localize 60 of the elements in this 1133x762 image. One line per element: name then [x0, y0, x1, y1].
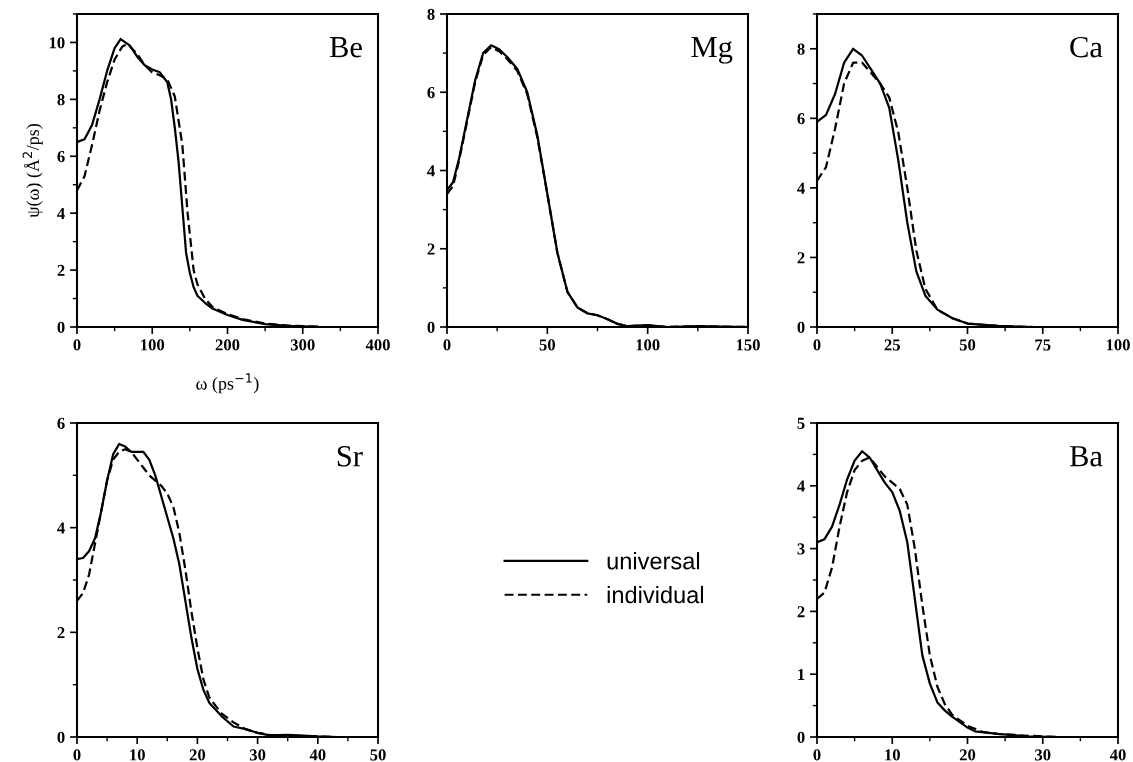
x-tick-label: 100 — [1106, 339, 1130, 351]
x-tick-label: 30 — [1035, 749, 1051, 761]
x-tick-label: 100 — [636, 339, 660, 351]
x-tick-label: 40 — [309, 749, 326, 761]
x-tick-label: 40 — [1109, 749, 1126, 761]
x-tick-label: 0 — [73, 749, 81, 761]
y-tick-label: 4 — [797, 480, 805, 492]
x-tick-label: 20 — [189, 749, 206, 761]
y-tick-label: 5 — [797, 417, 805, 429]
x-tick-label: 25 — [884, 339, 900, 351]
y-tick-label: 2 — [57, 264, 65, 276]
x-tick-label: 30 — [249, 749, 266, 761]
x-tick-label: 150 — [736, 339, 760, 351]
y-tick-label: 2 — [427, 243, 435, 255]
x-tick-label: 200 — [215, 339, 240, 351]
x-tick-label: 50 — [539, 339, 556, 351]
y-tick-label: 0 — [427, 321, 435, 333]
text: Sr — [337, 445, 363, 467]
text: Ca — [1070, 36, 1103, 58]
x-tick-label: 10 — [130, 749, 145, 761]
x-tick-label: 50 — [959, 339, 976, 351]
text: Be — [329, 37, 362, 58]
legend-label: universal — [607, 552, 700, 570]
legend-label: individual — [607, 585, 703, 604]
y-tick-label: 0 — [57, 321, 65, 333]
x-tick-label: 50 — [370, 749, 386, 761]
y-tick-label: 10 — [49, 37, 65, 49]
y-tick-label: 0 — [797, 731, 805, 743]
y-tick-label: 2 — [797, 252, 805, 264]
x-tick-label: 0 — [73, 339, 81, 351]
text: Mg — [691, 37, 733, 64]
x-tick-label: 0 — [443, 339, 451, 351]
y-tick-label: 8 — [427, 8, 435, 20]
x-tick-label: 0 — [813, 749, 821, 761]
y-tick-label: 0 — [797, 321, 805, 333]
x-tick-label: 20 — [959, 749, 976, 761]
y-tick-label: 1 — [798, 668, 805, 680]
x-tick-label: 400 — [365, 339, 390, 351]
y-tick-label: 4 — [57, 522, 65, 534]
y-tick-label: 0 — [57, 731, 65, 743]
x-tick-label: 75 — [1035, 339, 1051, 351]
y-tick-label: 2 — [797, 606, 805, 618]
y-tick-label: 4 — [797, 182, 805, 194]
x-tick-label: 10 — [885, 749, 900, 761]
y-tick-label: 6 — [57, 417, 65, 429]
y-tick-label: 3 — [797, 543, 805, 555]
x-tick-label: 0 — [813, 339, 821, 351]
y-tick-label: 4 — [427, 165, 435, 177]
y-tick-label: 8 — [797, 43, 805, 55]
y-tick-label: 8 — [57, 94, 65, 106]
text: Ba — [1069, 446, 1103, 467]
x-tick-label: 100 — [141, 339, 165, 351]
y-tick-label: 4 — [57, 207, 65, 219]
y-tick-label: 6 — [797, 113, 805, 125]
y-tick-label: 6 — [427, 87, 435, 99]
x-tick-label: 300 — [290, 339, 315, 351]
x-axis-title: ω (ps$^{−1}$) — [196, 373, 259, 394]
y-tick-label: 6 — [57, 151, 65, 163]
y-axis-title: ψ(ω) (Å$^{2}$/ps) — [22, 124, 43, 218]
y-tick-label: 2 — [57, 627, 65, 639]
